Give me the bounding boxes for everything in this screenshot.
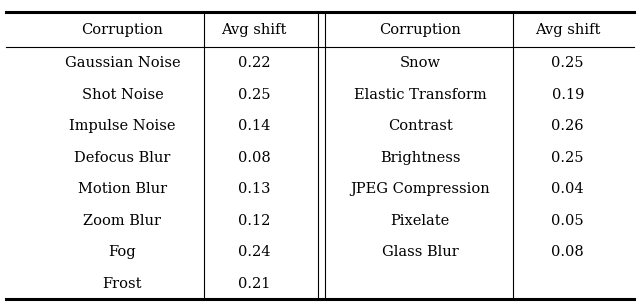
Text: Elastic Transform: Elastic Transform bbox=[354, 88, 487, 102]
Text: Avg shift: Avg shift bbox=[535, 23, 600, 37]
Text: 0.25: 0.25 bbox=[552, 151, 584, 165]
Text: Motion Blur: Motion Blur bbox=[78, 182, 167, 196]
Text: 0.14: 0.14 bbox=[238, 119, 270, 133]
Text: 0.08: 0.08 bbox=[238, 151, 271, 165]
Text: Shot Noise: Shot Noise bbox=[81, 88, 163, 102]
Text: Glass Blur: Glass Blur bbox=[382, 245, 459, 259]
Text: Frost: Frost bbox=[102, 277, 142, 291]
Text: 0.08: 0.08 bbox=[552, 245, 584, 259]
Text: 0.04: 0.04 bbox=[552, 182, 584, 196]
Text: Impulse Noise: Impulse Noise bbox=[69, 119, 176, 133]
Text: 0.19: 0.19 bbox=[552, 88, 584, 102]
Text: Contrast: Contrast bbox=[388, 119, 452, 133]
Text: 0.12: 0.12 bbox=[238, 214, 270, 228]
Text: Corruption: Corruption bbox=[380, 23, 461, 37]
Text: 0.13: 0.13 bbox=[238, 182, 270, 196]
Text: 0.24: 0.24 bbox=[238, 245, 270, 259]
Text: Gaussian Noise: Gaussian Noise bbox=[65, 56, 180, 70]
Text: Avg shift: Avg shift bbox=[221, 23, 287, 37]
Text: Zoom Blur: Zoom Blur bbox=[83, 214, 161, 228]
Text: Defocus Blur: Defocus Blur bbox=[74, 151, 171, 165]
Text: 0.25: 0.25 bbox=[238, 88, 270, 102]
Text: Fog: Fog bbox=[109, 245, 136, 259]
Text: JPEG Compression: JPEG Compression bbox=[351, 182, 490, 196]
Text: 0.26: 0.26 bbox=[552, 119, 584, 133]
Text: Corruption: Corruption bbox=[81, 23, 163, 37]
Text: Brightness: Brightness bbox=[380, 151, 461, 165]
Text: 0.22: 0.22 bbox=[238, 56, 270, 70]
Text: Pixelate: Pixelate bbox=[391, 214, 450, 228]
Text: 0.21: 0.21 bbox=[238, 277, 270, 291]
Text: Snow: Snow bbox=[400, 56, 441, 70]
Text: 0.05: 0.05 bbox=[552, 214, 584, 228]
Text: 0.25: 0.25 bbox=[552, 56, 584, 70]
